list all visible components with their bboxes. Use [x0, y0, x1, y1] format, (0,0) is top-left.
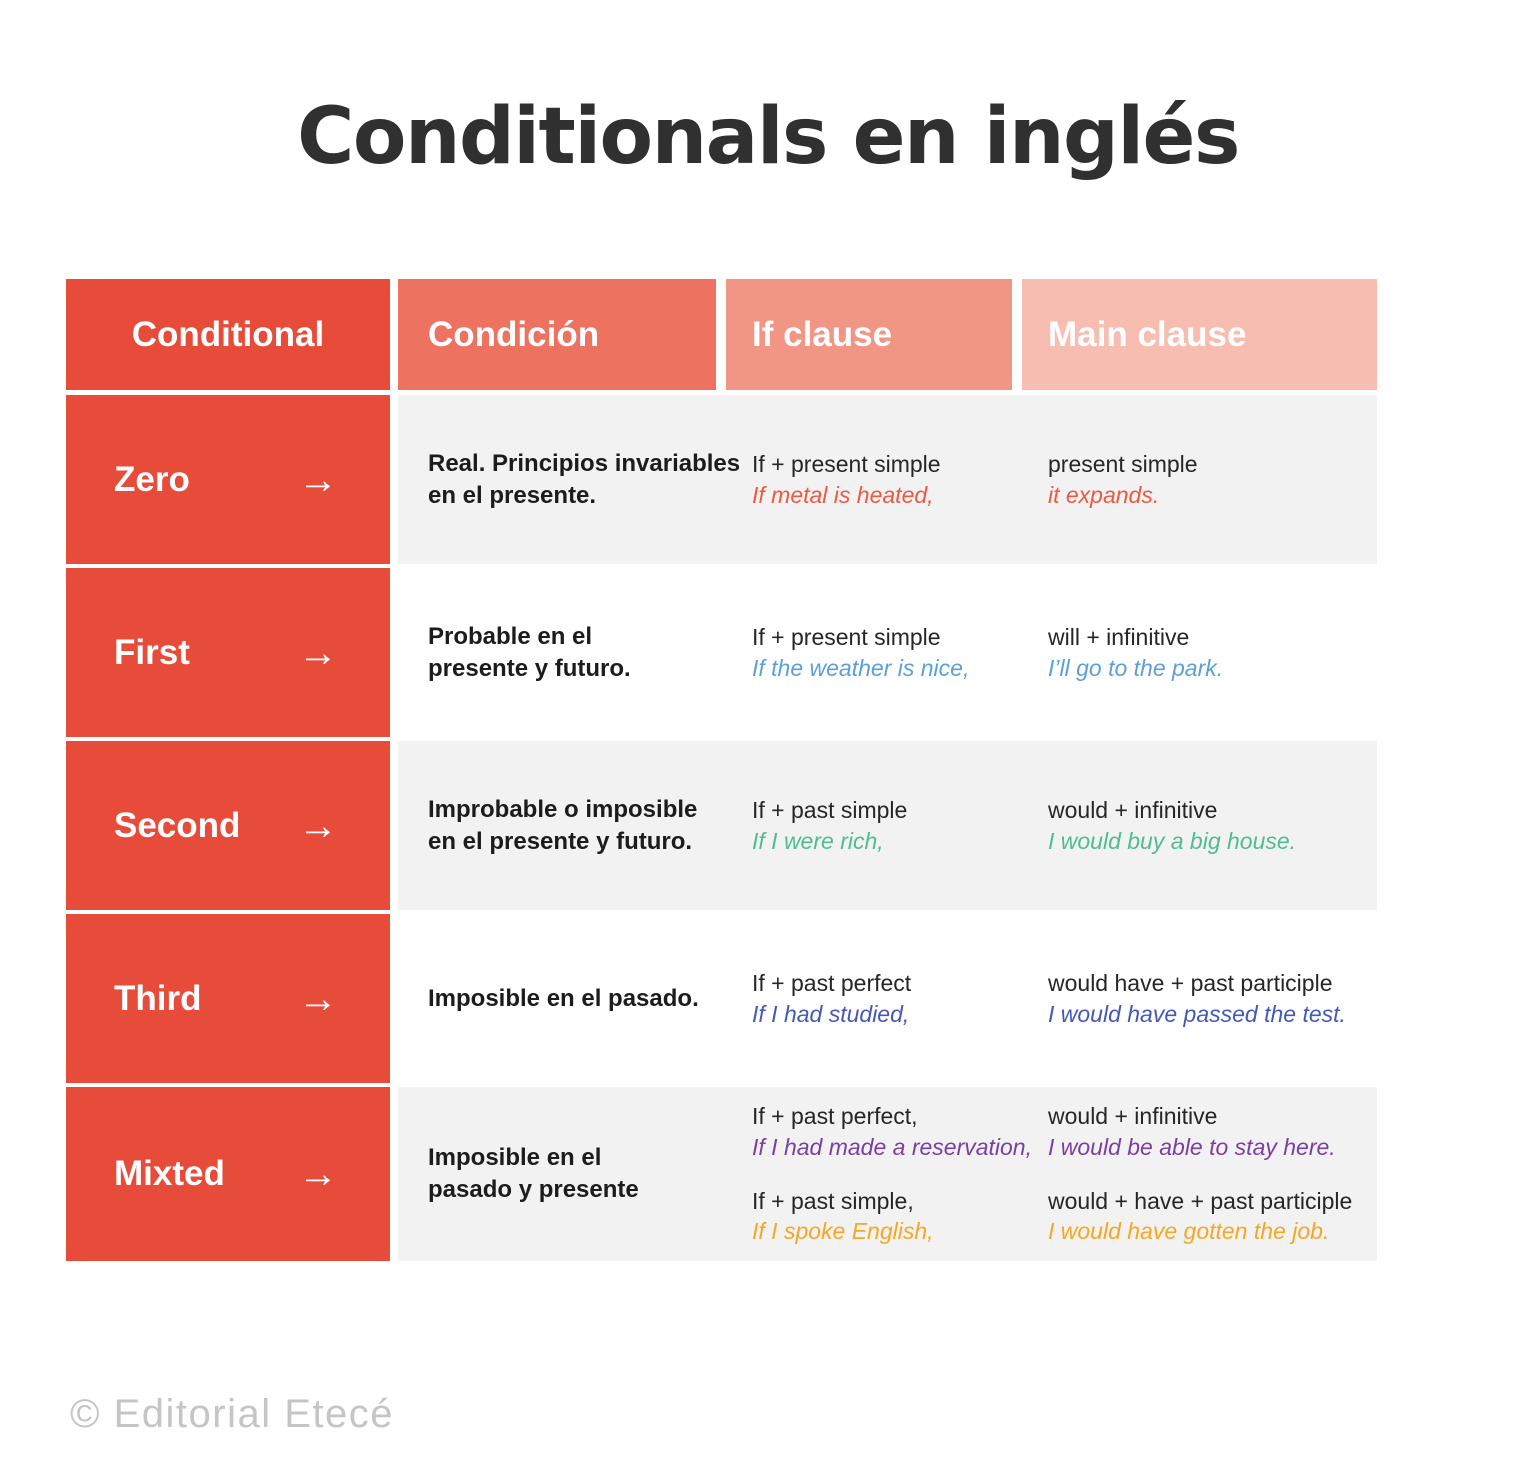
if-formula: If + present simple — [752, 624, 941, 651]
row-body: Probable en el presente y futuro. If + p… — [398, 568, 1377, 737]
row-name: Second — [114, 805, 241, 845]
clause-group: If + present simple If metal is heated, — [752, 449, 1048, 510]
arrow-right-icon: → — [298, 457, 338, 502]
arrow-right-icon: → — [298, 803, 338, 848]
if-example: If I had studied, — [752, 1000, 910, 1027]
header-main-clause: Main clause — [1022, 279, 1377, 390]
main-formula: present simple — [1048, 451, 1198, 478]
table-row-zero: Zero → Real. Principios invariables en e… — [66, 395, 1377, 564]
if-example: If metal is heated, — [752, 481, 934, 508]
if-example: If I were rich, — [752, 827, 884, 854]
conditionals-table: Conditional Condición If clause Main cla… — [66, 279, 1377, 1261]
clause-group: If + past perfect, If I had made a reser… — [752, 1101, 1048, 1162]
table-row-first: First → Probable en el presente y futuro… — [66, 568, 1377, 737]
clause-group: If + present simple If the weather is ni… — [752, 622, 1048, 683]
clause-group: would + have + past participle I would h… — [1048, 1186, 1377, 1247]
main-example: I would buy a big house. — [1048, 827, 1297, 854]
main-example: I’ll go to the park. — [1048, 654, 1224, 681]
if-example: If the weather is nice, — [752, 654, 970, 681]
main-clause-cell: would + infinitive I would be able to st… — [1048, 1101, 1377, 1246]
row-name: Third — [114, 978, 202, 1018]
copyright-credit: © Editorial Etecé — [70, 1392, 394, 1436]
row-label-second: Second → — [66, 741, 390, 910]
condition-text: Imposible en el pasado y presente — [428, 1144, 639, 1203]
clause-group: would have + past participle I would hav… — [1048, 968, 1377, 1029]
main-clause-cell: would + infinitive I would buy a big hou… — [1048, 795, 1377, 856]
if-clause-cell: If + past perfect If I had studied, — [752, 968, 1048, 1029]
main-formula: would + have + past participle — [1048, 1188, 1353, 1214]
if-formula: If + past simple, — [752, 1188, 914, 1214]
header-condicion: Condición — [398, 279, 716, 390]
if-example: If I spoke English, — [752, 1218, 934, 1245]
if-formula: If + present simple — [752, 451, 941, 478]
row-body: Real. Principios invariables en el prese… — [398, 395, 1377, 564]
table-row-mixted: Mixted → Imposible en el pasado y presen… — [66, 1087, 1377, 1261]
page-title: Conditionals en inglés — [297, 92, 1240, 182]
main-formula: would have + past participle — [1048, 970, 1333, 997]
condition-text: Probable en el presente y futuro. — [428, 622, 631, 682]
clause-group: would + infinitive I would buy a big hou… — [1048, 795, 1377, 856]
if-formula: If + past simple — [752, 797, 908, 824]
row-name: Mixted — [114, 1154, 225, 1193]
main-formula: will + infinitive — [1048, 624, 1190, 651]
row-name: Zero — [114, 459, 190, 499]
if-clause-cell: If + past perfect, If I had made a reser… — [752, 1101, 1048, 1246]
clause-group: If + past perfect If I had studied, — [752, 968, 1048, 1029]
clause-group: If + past simple, If I spoke English, — [752, 1186, 1048, 1247]
main-clause-cell: would have + past participle I would hav… — [1048, 968, 1377, 1029]
header-if-clause: If clause — [726, 279, 1012, 390]
if-clause-cell: If + past simple If I were rich, — [752, 795, 1048, 856]
condition-text: Improbable o imposible en el presente y … — [428, 795, 698, 855]
table-header-row: Conditional Condición If clause Main cla… — [66, 279, 1377, 390]
arrow-right-icon: → — [298, 976, 338, 1021]
row-label-first: First → — [66, 568, 390, 737]
row-label-zero: Zero → — [66, 395, 390, 564]
if-example: If I had made a reservation, — [752, 1133, 1032, 1160]
condition-text: Real. Principios invariables en el prese… — [428, 449, 741, 509]
main-formula: would + infinitive — [1048, 1103, 1218, 1130]
clause-group: will + infinitive I’ll go to the park. — [1048, 622, 1377, 683]
row-body: Imposible en el pasado. If + past perfec… — [398, 914, 1377, 1083]
table-row-second: Second → Improbable o imposible en el pr… — [66, 741, 1377, 910]
if-clause-cell: If + present simple If metal is heated, — [752, 449, 1048, 510]
arrow-right-icon: → — [298, 1152, 338, 1196]
row-body: Improbable o imposible en el presente y … — [398, 741, 1377, 910]
if-formula: If + past perfect — [752, 970, 912, 997]
main-clause-cell: present simple it expands. — [1048, 449, 1377, 510]
if-clause-cell: If + present simple If the weather is ni… — [752, 622, 1048, 683]
main-formula: would + infinitive — [1048, 797, 1218, 824]
main-example: it expands. — [1048, 481, 1160, 508]
row-name: First — [114, 632, 190, 672]
row-label-third: Third → — [66, 914, 390, 1083]
clause-group: If + past simple If I were rich, — [752, 795, 1048, 856]
main-example: I would have gotten the job. — [1048, 1218, 1330, 1245]
main-example: I would be able to stay here. — [1048, 1133, 1336, 1160]
clause-group: present simple it expands. — [1048, 449, 1377, 510]
if-formula: If + past perfect, — [752, 1103, 918, 1130]
row-label-mixted: Mixted → — [66, 1087, 390, 1261]
table-row-third: Third → Imposible en el pasado. If + pas… — [66, 914, 1377, 1083]
condition-text: Imposible en el pasado. — [428, 984, 699, 1012]
clause-group: would + infinitive I would be able to st… — [1048, 1101, 1377, 1162]
header-conditional: Conditional — [66, 279, 390, 390]
arrow-right-icon: → — [298, 630, 338, 675]
main-clause-cell: will + infinitive I’ll go to the park. — [1048, 622, 1377, 683]
main-example: I would have passed the test. — [1048, 1000, 1346, 1027]
row-body: Imposible en el pasado y presente If + p… — [398, 1087, 1377, 1261]
